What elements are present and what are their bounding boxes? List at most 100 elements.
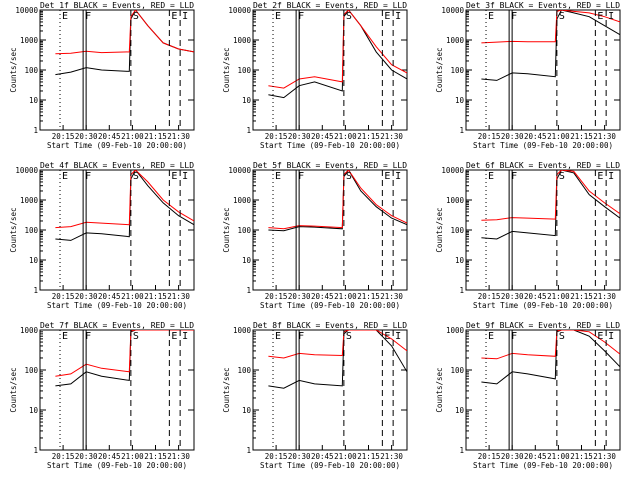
y-axis-label: Counts/sec bbox=[222, 367, 231, 412]
y-tick-label: 100 bbox=[237, 226, 251, 235]
event-marker-label: E bbox=[597, 11, 603, 22]
x-axis-label: Start Time (09-Feb-10 20:00:00) bbox=[473, 461, 613, 470]
x-tick-label: 20:15 bbox=[478, 452, 501, 461]
x-tick-label: 21:15 bbox=[357, 452, 380, 461]
event-marker-label: S bbox=[559, 171, 565, 182]
x-tick-label: 20:30 bbox=[501, 452, 524, 461]
x-tick-label: 20:15 bbox=[265, 132, 288, 141]
y-tick-label: 1 bbox=[459, 126, 464, 135]
y-tick-label: 10 bbox=[455, 256, 465, 265]
x-tick-label: 20:45 bbox=[524, 292, 547, 301]
plot-frame bbox=[39, 169, 195, 291]
x-tick-label: 21:30 bbox=[380, 132, 403, 141]
x-tick-label: 21:00 bbox=[334, 292, 357, 301]
event-marker-label: F bbox=[85, 331, 91, 342]
y-tick-label: 10 bbox=[29, 406, 39, 415]
event-marker-label: F bbox=[85, 171, 91, 182]
y-tick-label: 10000 bbox=[441, 166, 464, 175]
y-tick-label: 10000 bbox=[15, 166, 38, 175]
event-marker-label: E bbox=[62, 11, 68, 22]
y-tick-label: 10000 bbox=[15, 6, 38, 15]
chart-title: Det 2f BLACK = Events, RED = LLD bbox=[253, 1, 407, 10]
y-tick-label: 100 bbox=[450, 66, 464, 75]
x-tick-label: 21:00 bbox=[334, 132, 357, 141]
chart-title: Det 9f BLACK = Events, RED = LLD bbox=[466, 321, 620, 330]
x-tick-label: 21:00 bbox=[547, 452, 570, 461]
event-marker-label: E bbox=[488, 11, 494, 22]
event-marker-label: E bbox=[62, 171, 68, 182]
event-marker-label: E bbox=[171, 171, 177, 182]
x-tick-label: 20:45 bbox=[524, 452, 547, 461]
x-tick-label: 20:30 bbox=[288, 132, 311, 141]
x-tick-label: 21:00 bbox=[547, 132, 570, 141]
chart-title: Det 3f BLACK = Events, RED = LLD bbox=[466, 1, 620, 10]
y-tick-label: 1000 bbox=[446, 326, 465, 335]
detector-panel: Det 1f BLACK = Events, RED = LLD 1 10 100 10… bbox=[9, 1, 195, 150]
y-tick-label: 1000 bbox=[233, 36, 252, 45]
event-marker-label: I bbox=[395, 11, 401, 22]
detector-panel: Det 8f BLACK = Events, RED = LLD 1 10 100 10… bbox=[222, 321, 408, 470]
x-tick-label: 20:30 bbox=[75, 292, 98, 301]
plot-frame bbox=[39, 9, 195, 131]
y-axis-label: Counts/sec bbox=[222, 47, 231, 92]
x-tick-label: 21:00 bbox=[547, 292, 570, 301]
y-axis-label: Counts/sec bbox=[9, 47, 18, 92]
x-tick-label: 21:00 bbox=[121, 292, 144, 301]
x-axis-label: Start Time (09-Feb-10 20:00:00) bbox=[473, 141, 613, 150]
event-marker-label: S bbox=[559, 11, 565, 22]
x-tick-label: 20:30 bbox=[75, 132, 98, 141]
y-tick-label: 1 bbox=[246, 446, 251, 455]
event-marker-label: E bbox=[171, 11, 177, 22]
y-tick-label: 1000 bbox=[233, 196, 252, 205]
x-tick-label: 20:45 bbox=[524, 132, 547, 141]
detector-panel: Det 4f BLACK = Events, RED = LLD 1 10 100 10… bbox=[9, 161, 195, 310]
y-tick-label: 10 bbox=[29, 256, 39, 265]
x-tick-label: 20:30 bbox=[288, 292, 311, 301]
event-marker-label: F bbox=[511, 331, 517, 342]
x-tick-label: 20:30 bbox=[501, 292, 524, 301]
y-tick-label: 1 bbox=[33, 446, 38, 455]
plot-frame bbox=[465, 169, 621, 291]
x-tick-label: 21:00 bbox=[121, 132, 144, 141]
y-tick-label: 10 bbox=[242, 96, 252, 105]
event-marker-label: E bbox=[384, 11, 390, 22]
x-tick-label: 20:45 bbox=[98, 132, 121, 141]
event-marker-label: E bbox=[62, 331, 68, 342]
x-tick-label: 21:30 bbox=[380, 292, 403, 301]
x-tick-label: 20:45 bbox=[311, 452, 334, 461]
x-tick-label: 21:15 bbox=[144, 292, 167, 301]
event-marker-label: I bbox=[182, 331, 188, 342]
y-tick-label: 100 bbox=[450, 226, 464, 235]
event-marker-label: I bbox=[182, 171, 188, 182]
event-marker-label: F bbox=[298, 331, 304, 342]
y-tick-label: 1000 bbox=[20, 326, 39, 335]
y-tick-label: 1 bbox=[246, 126, 251, 135]
x-axis-label: Start Time (09-Feb-10 20:00:00) bbox=[260, 301, 400, 310]
y-axis-label: Counts/sec bbox=[222, 207, 231, 252]
event-marker-label: I bbox=[182, 11, 188, 22]
event-marker-label: F bbox=[511, 11, 517, 22]
x-tick-label: 21:15 bbox=[570, 452, 593, 461]
chart-title: Det 8f BLACK = Events, RED = LLD bbox=[253, 321, 407, 330]
x-tick-label: 20:15 bbox=[52, 292, 75, 301]
x-tick-label: 21:15 bbox=[570, 292, 593, 301]
x-tick-label: 21:30 bbox=[593, 292, 616, 301]
x-axis-label: Start Time (09-Feb-10 20:00:00) bbox=[260, 141, 400, 150]
y-tick-label: 10000 bbox=[228, 6, 251, 15]
chart-title: Det 5f BLACK = Events, RED = LLD bbox=[253, 161, 407, 170]
x-tick-label: 21:15 bbox=[357, 292, 380, 301]
y-tick-label: 100 bbox=[450, 366, 464, 375]
event-marker-label: E bbox=[275, 331, 281, 342]
y-tick-label: 1000 bbox=[20, 196, 39, 205]
chart-title: Det 7f BLACK = Events, RED = LLD bbox=[40, 321, 194, 330]
x-tick-label: 20:15 bbox=[478, 292, 501, 301]
y-tick-label: 100 bbox=[237, 366, 251, 375]
event-marker-label: I bbox=[608, 331, 614, 342]
y-axis-label: Counts/sec bbox=[9, 207, 18, 252]
x-tick-label: 20:30 bbox=[288, 452, 311, 461]
x-tick-label: 21:30 bbox=[167, 132, 190, 141]
event-marker-label: I bbox=[395, 331, 401, 342]
event-marker-label: S bbox=[133, 331, 139, 342]
event-marker-label: S bbox=[133, 11, 139, 22]
